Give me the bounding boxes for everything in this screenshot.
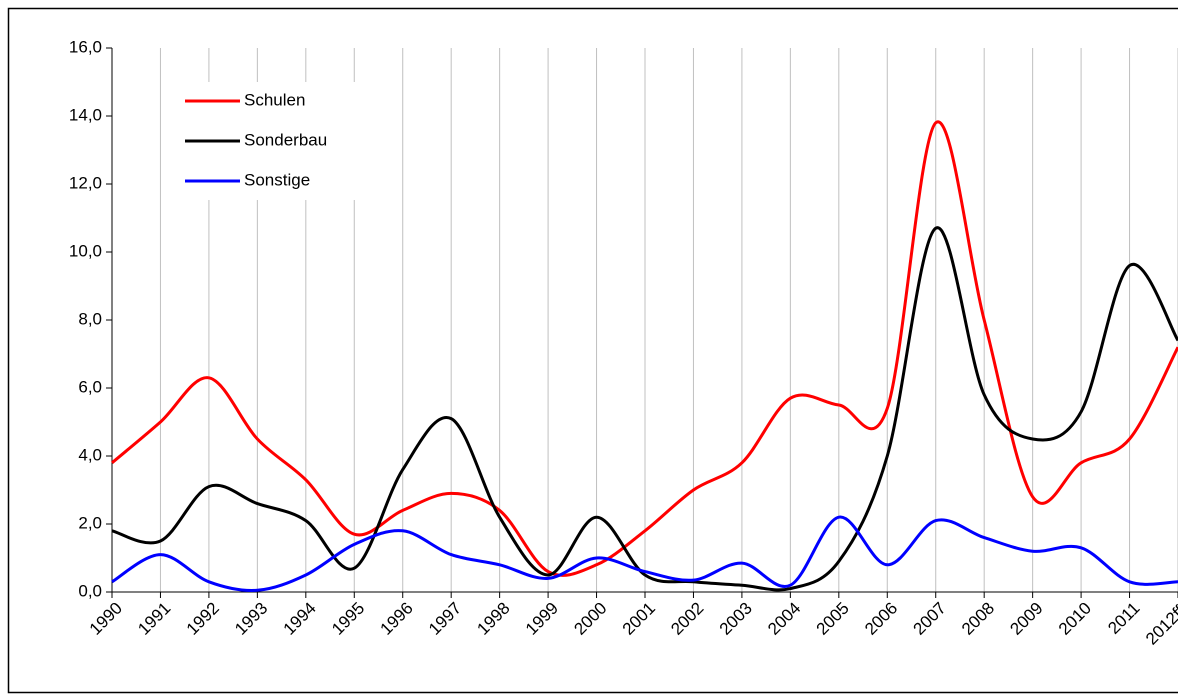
series-line — [111, 226, 1178, 592]
y-tick-label: 4,0 — [78, 445, 102, 464]
legend-label: Sonstige — [244, 170, 310, 189]
legend: Schulen Sonderbau Sonstige — [170, 82, 370, 200]
series-line — [111, 515, 1178, 593]
y-tick-label: 6,0 — [78, 377, 102, 396]
y-tick-label: 8,0 — [78, 309, 102, 328]
y-tick-label: 10,0 — [69, 241, 102, 260]
y-tick-label: 12,0 — [69, 173, 102, 192]
y-tick-label: 2,0 — [78, 513, 102, 532]
y-tick-label: 16,0 — [69, 37, 102, 56]
lines — [111, 120, 1178, 593]
legend-label: Schulen — [244, 90, 305, 109]
series-line — [111, 120, 1178, 577]
legend-label: Sonderbau — [244, 130, 327, 149]
y-tick-label: 14,0 — [69, 105, 102, 124]
y-tick-label: 0,0 — [78, 581, 102, 600]
